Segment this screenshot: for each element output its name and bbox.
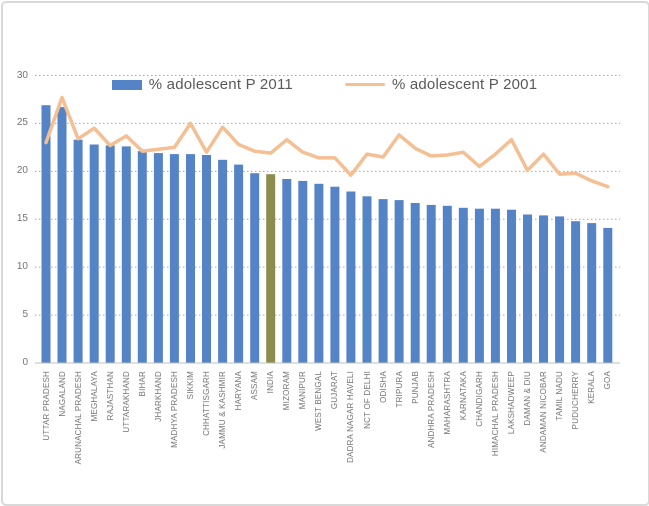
line-series-swatch-icon xyxy=(344,82,385,87)
bar-nct-of-delhi xyxy=(362,196,372,364)
y-axis-label-15: 15 xyxy=(16,213,28,225)
bar-nagaland xyxy=(57,107,67,363)
bar-west-bengal xyxy=(314,183,324,363)
legend-label-2011: % adolescent P 2011 xyxy=(148,76,293,93)
y-axis-label-0: 0 xyxy=(22,357,28,368)
bar-puducherry xyxy=(571,221,581,363)
bar-sikkim xyxy=(186,154,195,363)
y-axis-label-25: 25 xyxy=(16,117,28,129)
bar-odisha xyxy=(378,199,388,363)
bar-andhra-pradesh xyxy=(426,204,436,363)
legend-label-2001: % adolescent P 2001 xyxy=(391,76,538,93)
bar-arunachal-pradesh xyxy=(73,139,83,363)
bar-series-swatch-icon xyxy=(111,79,142,90)
bar-chhattisgarh xyxy=(202,155,211,363)
bar-bihar xyxy=(137,151,147,363)
bar-punjab xyxy=(410,203,420,363)
y-axis-label-20: 20 xyxy=(16,165,28,177)
bar-uttarakhand xyxy=(121,146,131,363)
bar-dadra-nagar-haveli xyxy=(346,191,356,363)
bar-maharashtra xyxy=(442,205,452,363)
bar-jammu-kashmir xyxy=(218,159,228,363)
bar-kerala xyxy=(587,223,597,363)
legend: % adolescent P 2011 % adolescent P 2001 xyxy=(0,76,649,93)
bar-chandigarh xyxy=(474,208,484,363)
bar-uttar-pradesh xyxy=(41,105,51,363)
bar-mizoram xyxy=(282,179,292,363)
legend-item-2001: % adolescent P 2001 xyxy=(344,76,538,93)
bar-tripura xyxy=(394,200,404,363)
bar-lakshadweep xyxy=(507,209,516,363)
bar-andaman-nicobar xyxy=(539,215,548,363)
legend-item-2011: % adolescent P 2011 xyxy=(111,76,293,93)
bar-assam xyxy=(250,173,260,363)
bar-karnataka xyxy=(458,207,468,364)
bar-meghalaya xyxy=(89,144,99,363)
bar-madhya-pradesh xyxy=(169,154,179,363)
y-axis-label-30: 30 xyxy=(16,69,28,81)
bar-himachal-pradesh xyxy=(490,208,500,363)
line-adolescent-2001 xyxy=(44,95,610,189)
bar-daman-diu xyxy=(523,214,532,363)
y-axis-label-5: 5 xyxy=(22,309,28,321)
bar-rajasthan xyxy=(105,145,115,363)
bar-tamil-nadu xyxy=(555,216,565,363)
y-axis-label-10: 10 xyxy=(16,261,28,273)
bar-gujarat xyxy=(330,186,340,363)
bar-haryana xyxy=(234,164,244,363)
bar-goa xyxy=(603,227,613,363)
bar-india xyxy=(266,174,276,363)
bar-jharkhand xyxy=(153,153,163,363)
bar-manipur xyxy=(298,180,308,363)
